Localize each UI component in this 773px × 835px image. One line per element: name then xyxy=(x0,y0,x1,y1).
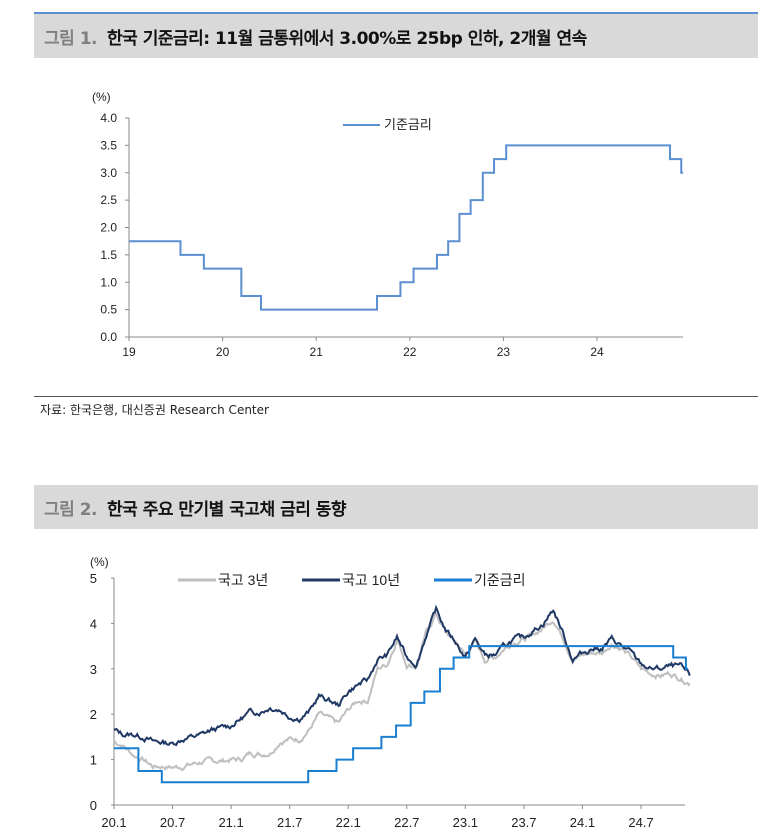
x-tick-label: 21.1 xyxy=(218,815,243,830)
y-tick-label: 4 xyxy=(90,616,97,631)
y-tick-label: 2.0 xyxy=(100,221,117,235)
x-tick-label: 23.7 xyxy=(511,815,536,830)
y-tick-label: 3.5 xyxy=(100,138,117,152)
y-tick-label: 1.5 xyxy=(100,248,117,262)
x-tick-label: 20 xyxy=(216,345,230,359)
figure2-title: 한국 주요 만기별 국고채 금리 동향 xyxy=(107,499,347,520)
y-tick-label: 4.0 xyxy=(100,111,117,125)
x-tick-label: 23.1 xyxy=(453,815,478,830)
figure1-number: 그림 1. xyxy=(44,28,98,49)
figure2-number: 그림 2. xyxy=(44,499,98,520)
x-tick-label: 22.1 xyxy=(336,815,361,830)
x-tick-label: 20.7 xyxy=(160,815,185,830)
y-tick-label: 3 xyxy=(90,662,97,677)
x-tick-label: 21 xyxy=(310,345,324,359)
y-tick-label: 1 xyxy=(90,753,97,768)
legend-label-base-rate: 기준금리 xyxy=(474,572,526,588)
x-tick-label: 24 xyxy=(590,345,604,359)
x-tick-label: 24.7 xyxy=(628,815,653,830)
legend-label-base-rate: 기준금리 xyxy=(384,117,432,132)
series-line-base-rate xyxy=(129,144,684,311)
legend-label-3y: 국고 3년 xyxy=(218,572,268,588)
x-tick-label: 23 xyxy=(497,345,511,359)
y-tick-label: 3.0 xyxy=(100,166,117,180)
chart1-base-rate: (%) 0.0 0.5 1.0 1.5 2.0 2.5 3.0 3.5 4.0 19 20 21 22 23… xyxy=(92,90,684,359)
y-tick-label: 5 xyxy=(90,571,97,586)
series-line-base-rate xyxy=(114,645,688,784)
x-tick-label: 22 xyxy=(403,345,417,359)
figure2-header: 그림 2. 한국 주요 만기별 국고채 금리 동향 xyxy=(34,485,758,529)
figure1-header: 그림 1. 한국 기준금리: 11월 금통위에서 3.00%로 25bp 인하,… xyxy=(34,12,758,58)
series-line-10y xyxy=(113,604,691,747)
y-axis-label: (%) xyxy=(92,90,111,104)
x-tick-label: 24.1 xyxy=(570,815,595,830)
figure1-source: 자료: 한국은행, 대신증권 Research Center xyxy=(40,403,269,417)
x-tick-label: 19 xyxy=(122,345,136,359)
series-line-3y xyxy=(113,612,691,772)
y-tick-label: 2 xyxy=(90,707,97,722)
x-tick-label: 21.7 xyxy=(277,815,302,830)
y-tick-label: 0.5 xyxy=(100,303,117,317)
y-tick-label: 2.5 xyxy=(100,193,117,207)
x-tick-label: 20.1 xyxy=(101,815,126,830)
x-tick-label: 22.7 xyxy=(394,815,419,830)
figure1-title: 한국 기준금리: 11월 금통위에서 3.00%로 25bp 인하, 2개월 연… xyxy=(107,28,587,49)
y-axis-label: (%) xyxy=(90,555,109,569)
legend-label-10y: 국고 10년 xyxy=(342,572,400,588)
y-tick-label: 0.0 xyxy=(100,330,117,344)
y-tick-label: 1.0 xyxy=(100,275,117,289)
source-divider xyxy=(34,396,758,397)
y-tick-label: 0 xyxy=(90,798,97,813)
